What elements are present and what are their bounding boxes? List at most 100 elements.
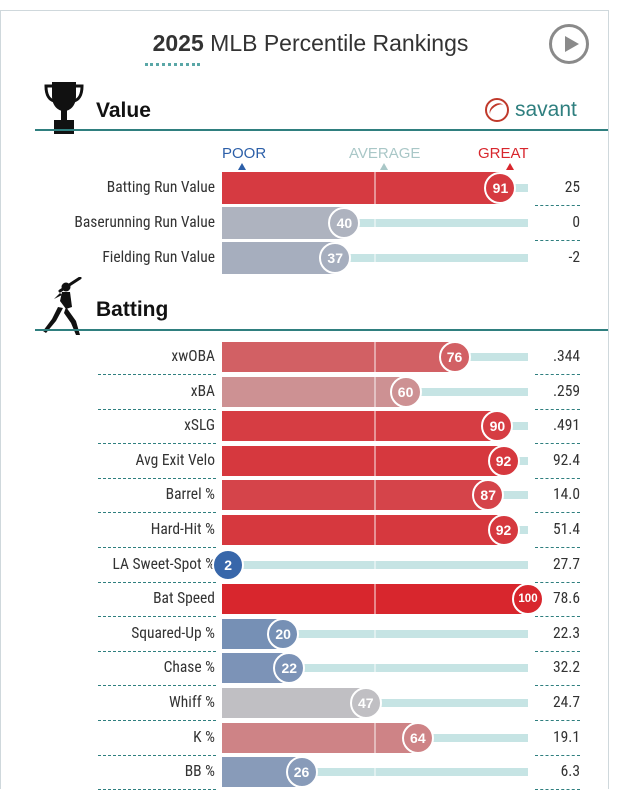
row-divider xyxy=(535,755,580,756)
percentile-bubble[interactable]: 76 xyxy=(438,341,471,373)
row-divider xyxy=(535,478,580,479)
average-gridline xyxy=(374,242,376,274)
row-divider xyxy=(535,685,580,686)
row-divider xyxy=(98,685,216,686)
row-divider xyxy=(535,443,580,444)
row-value-xslg: .491 xyxy=(552,416,580,434)
percentile-bubble[interactable]: 92 xyxy=(487,445,520,477)
row-value-batting-run-value: 25 xyxy=(564,178,580,196)
average-gridline xyxy=(374,480,376,510)
row-label-bb: BB % xyxy=(184,762,215,780)
row-divider xyxy=(535,651,580,652)
percentile-bubble[interactable]: 40 xyxy=(328,207,361,239)
row-label-xwoba: xwOBA xyxy=(171,347,215,365)
row-divider xyxy=(535,582,580,583)
row-value-whiff: 24.7 xyxy=(552,693,580,711)
bar-track xyxy=(222,219,528,227)
row-value-barrel: 14.0 xyxy=(552,485,580,503)
row-value-la-sweet-spot: 27.7 xyxy=(552,555,580,573)
row-label-hard-hit: Hard-Hit % xyxy=(150,520,215,538)
section-title-batting: Batting xyxy=(96,298,169,321)
row-value-bat-speed: 78.6 xyxy=(552,589,580,607)
row-label-baserunning-run-value: Baserunning Run Value xyxy=(74,213,215,231)
row-value-hard-hit: 51.4 xyxy=(552,520,580,538)
percentile-bubble[interactable]: 64 xyxy=(401,722,434,754)
average-gridline xyxy=(374,584,376,614)
row-divider xyxy=(98,512,216,513)
row-label-batting-run-value: Batting Run Value xyxy=(106,178,215,196)
percentile-bar xyxy=(222,688,376,718)
row-divider xyxy=(535,512,580,513)
row-divider xyxy=(98,755,216,756)
row-value-squared-up: 22.3 xyxy=(552,624,580,642)
row-value-fielding-run-value: -2 xyxy=(568,248,581,266)
bar-track xyxy=(222,561,528,569)
row-value-k: 19.1 xyxy=(552,728,580,746)
scale-great-marker xyxy=(506,163,514,170)
bar-track xyxy=(222,630,528,638)
batter-icon xyxy=(43,277,82,335)
average-gridline xyxy=(374,446,376,476)
percentile-bubble[interactable]: 91 xyxy=(484,172,517,204)
row-label-bat-speed: Bat Speed xyxy=(153,589,215,607)
row-value-xwoba: .344 xyxy=(552,347,580,365)
row-value-xba: .259 xyxy=(552,382,580,400)
percentile-bubble[interactable]: 37 xyxy=(319,242,352,274)
percentile-bubble[interactable]: 47 xyxy=(349,687,382,719)
row-label-fielding-run-value: Fielding Run Value xyxy=(102,248,215,266)
row-divider xyxy=(535,547,580,548)
percentile-bubble[interactable]: 22 xyxy=(273,652,306,684)
row-value-avg-exit-velo: 92.4 xyxy=(552,451,580,469)
row-divider xyxy=(535,205,580,206)
row-divider xyxy=(535,616,580,617)
percentile-bar xyxy=(222,480,489,510)
row-divider xyxy=(535,240,580,241)
percentile-bar xyxy=(222,172,501,204)
scale-poor-marker xyxy=(238,163,246,170)
average-gridline xyxy=(374,550,376,580)
row-value-bb: 6.3 xyxy=(560,762,580,780)
percentile-bar xyxy=(222,242,376,274)
row-label-chase: Chase % xyxy=(163,658,215,676)
average-gridline xyxy=(374,757,376,787)
row-divider xyxy=(98,374,216,375)
average-gridline xyxy=(374,172,376,204)
percentile-bubble[interactable]: 87 xyxy=(472,479,505,511)
savant-logo-text: savant xyxy=(515,98,577,121)
percentile-bar xyxy=(222,411,498,441)
scale-great-label: GREAT xyxy=(478,145,529,162)
trophy-icon xyxy=(44,82,84,134)
row-label-xslg: xSLG xyxy=(184,416,215,434)
bar-track xyxy=(222,254,528,262)
section-title-value: Value xyxy=(96,99,151,122)
row-label-squared-up: Squared-Up % xyxy=(131,624,215,642)
row-label-xba: xBA xyxy=(190,382,215,400)
row-divider xyxy=(98,651,216,652)
scale-average-marker xyxy=(380,163,388,170)
percentile-bubble[interactable]: 2 xyxy=(212,549,245,581)
row-divider xyxy=(98,443,216,444)
average-gridline xyxy=(374,411,376,441)
baseball-icon xyxy=(485,98,509,122)
row-label-avg-exit-velo: Avg Exit Velo xyxy=(135,451,215,469)
percentile-bubble[interactable]: 100 xyxy=(512,583,544,615)
percentile-bar xyxy=(222,515,504,545)
row-divider xyxy=(98,582,216,583)
row-divider xyxy=(98,478,216,479)
average-gridline xyxy=(374,342,376,372)
row-divider xyxy=(98,616,216,617)
row-value-chase: 32.2 xyxy=(552,658,580,676)
percentile-bubble[interactable]: 92 xyxy=(487,514,520,546)
percentile-bar xyxy=(222,446,504,476)
row-divider xyxy=(98,409,216,410)
play-button[interactable] xyxy=(549,24,589,64)
percentile-bubble[interactable]: 26 xyxy=(285,756,318,788)
percentile-bar xyxy=(222,207,376,239)
percentile-bubble[interactable]: 60 xyxy=(389,376,422,408)
row-label-k: K % xyxy=(193,728,215,746)
page-title: 2025 MLB Percentile Rankings xyxy=(152,30,469,56)
percentile-bar xyxy=(222,584,528,614)
percentile-bubble[interactable]: 90 xyxy=(481,410,514,442)
card-frame xyxy=(0,10,609,789)
percentile-bubble[interactable]: 20 xyxy=(267,618,300,650)
